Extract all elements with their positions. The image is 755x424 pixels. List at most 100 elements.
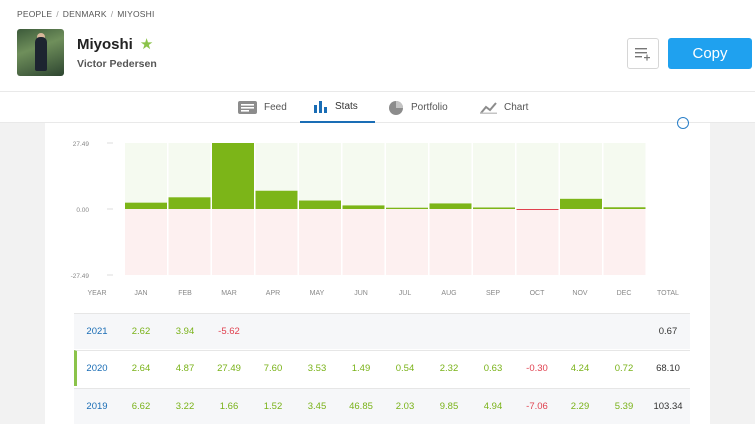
- tab-portfolio[interactable]: Portfolio: [388, 92, 448, 123]
- info-icon[interactable]: [677, 117, 689, 129]
- copy-button[interactable]: Copy: [668, 38, 752, 69]
- bar-jul[interactable]: [386, 207, 428, 209]
- column-header-year: YEAR: [87, 290, 107, 297]
- column-background-negative: [603, 209, 646, 275]
- column-background-positive: [429, 143, 472, 209]
- column-background-negative: [429, 209, 472, 275]
- y-tick-label: 27.49: [73, 141, 90, 148]
- column-background-negative: [255, 209, 298, 275]
- column-background-positive: [299, 143, 341, 209]
- month-value: -0.30: [526, 363, 548, 374]
- star-icon: ★: [139, 36, 154, 53]
- year-link[interactable]: 2019: [86, 401, 108, 412]
- month-value: 4.24: [570, 363, 590, 374]
- column-background-negative: [473, 209, 515, 275]
- avatar-figure: [35, 37, 47, 71]
- month-value: 3.94: [175, 326, 195, 337]
- table-row-2020: 2020 2.64 4.87 27.49 7.60 3.53 1.49 0.54 2.32 0.6…: [74, 350, 690, 386]
- tab-chart-label: Chart: [504, 102, 529, 113]
- breadcrumb-people[interactable]: PEOPLE: [17, 9, 53, 19]
- month-value: 4.94: [483, 401, 503, 412]
- column-header-aug: AUG: [441, 290, 457, 297]
- breadcrumb-country[interactable]: DENMARK: [62, 9, 107, 19]
- bar-jan[interactable]: [125, 202, 167, 209]
- tab-feed-label: Feed: [264, 102, 287, 113]
- username: Miyoshi: [77, 35, 133, 53]
- page-gutter-right: [710, 123, 755, 424]
- bar-oct[interactable]: [516, 209, 559, 210]
- breadcrumb: PEOPLE / DENMARK / MIYOSHI: [17, 9, 155, 19]
- column-background-negative: [125, 209, 167, 275]
- year-link[interactable]: 2020: [86, 363, 108, 374]
- column-header-jan: JAN: [134, 290, 148, 297]
- month-value: 0.54: [395, 363, 415, 374]
- column-background-positive: [473, 143, 515, 209]
- column-background-negative: [212, 209, 254, 275]
- month-value: 1.66: [219, 401, 239, 412]
- column-header-nov: NOV: [572, 290, 588, 297]
- tabs-bar: Feed Stats Portfolio Chart: [0, 91, 755, 123]
- column-header-may: MAY: [309, 290, 325, 297]
- column-background-positive: [560, 143, 602, 209]
- month-value: 9.85: [439, 401, 459, 412]
- column-background-negative: [299, 209, 341, 275]
- column-background-positive: [125, 143, 167, 209]
- bar-aug[interactable]: [429, 203, 472, 209]
- bar-feb[interactable]: [168, 197, 211, 209]
- bar-sep[interactable]: [473, 207, 515, 209]
- year-total: 68.10: [656, 363, 680, 374]
- year-total: 0.67: [658, 326, 678, 337]
- month-value: 3.22: [175, 401, 195, 412]
- column-header-mar: MAR: [221, 290, 237, 297]
- bar-nov[interactable]: [560, 198, 602, 209]
- month-value: 4.87: [175, 363, 195, 374]
- column-background-positive: [516, 143, 559, 209]
- column-background-positive: [603, 143, 646, 209]
- month-value: 0.72: [614, 363, 634, 374]
- column-background-positive: [386, 143, 428, 209]
- month-value: 2.29: [570, 401, 590, 412]
- bar-jun[interactable]: [342, 205, 385, 209]
- breadcrumb-current: MIYOSHI: [117, 9, 155, 19]
- breadcrumb-separator: /: [56, 9, 59, 19]
- y-tick-label: 0.00: [76, 207, 89, 214]
- y-tick-label: -27.49: [71, 273, 90, 280]
- column-header-apr: APR: [265, 290, 281, 297]
- tab-feed[interactable]: Feed: [238, 92, 287, 123]
- month-value: 2.62: [131, 326, 151, 337]
- tab-stats-label: Stats: [335, 101, 358, 112]
- pie-chart-icon: [389, 100, 403, 115]
- tab-chart[interactable]: Chart: [480, 92, 528, 123]
- column-header-feb: FEB: [178, 290, 192, 297]
- month-value: 46.85: [349, 401, 373, 412]
- column-header-oct: OCT: [529, 290, 545, 297]
- column-background-negative: [342, 209, 385, 275]
- month-value: -7.06: [526, 401, 548, 412]
- bar-apr[interactable]: [255, 190, 298, 209]
- table-row-2021: 2021 2.62 3.94 -5.62 0.67: [74, 313, 690, 349]
- month-value: 5.39: [614, 401, 634, 412]
- column-background-positive: [342, 143, 385, 209]
- line-chart-icon: [480, 101, 497, 114]
- column-header-dec: DEC: [616, 290, 632, 297]
- bar-chart-icon: [314, 100, 327, 113]
- month-value: 2.32: [439, 363, 459, 374]
- month-value: -5.62: [218, 326, 240, 337]
- month-value: 27.49: [217, 363, 241, 374]
- column-background-negative: [560, 209, 602, 275]
- add-to-watchlist-button[interactable]: [627, 38, 659, 69]
- month-value: 1.49: [351, 363, 371, 374]
- month-value: 1.52: [263, 401, 283, 412]
- month-value: 2.64: [131, 363, 151, 374]
- bar-may[interactable]: [299, 200, 341, 209]
- year-link[interactable]: 2021: [86, 326, 108, 337]
- column-background-negative: [386, 209, 428, 275]
- column-header-jun: JUN: [354, 290, 368, 297]
- feed-icon: [238, 101, 257, 114]
- month-value: 0.63: [483, 363, 503, 374]
- tab-stats[interactable]: Stats: [300, 92, 375, 123]
- bar-dec[interactable]: [603, 207, 646, 209]
- year-total: 103.34: [653, 401, 683, 412]
- tab-portfolio-label: Portfolio: [411, 102, 448, 113]
- bar-mar[interactable]: [212, 143, 254, 209]
